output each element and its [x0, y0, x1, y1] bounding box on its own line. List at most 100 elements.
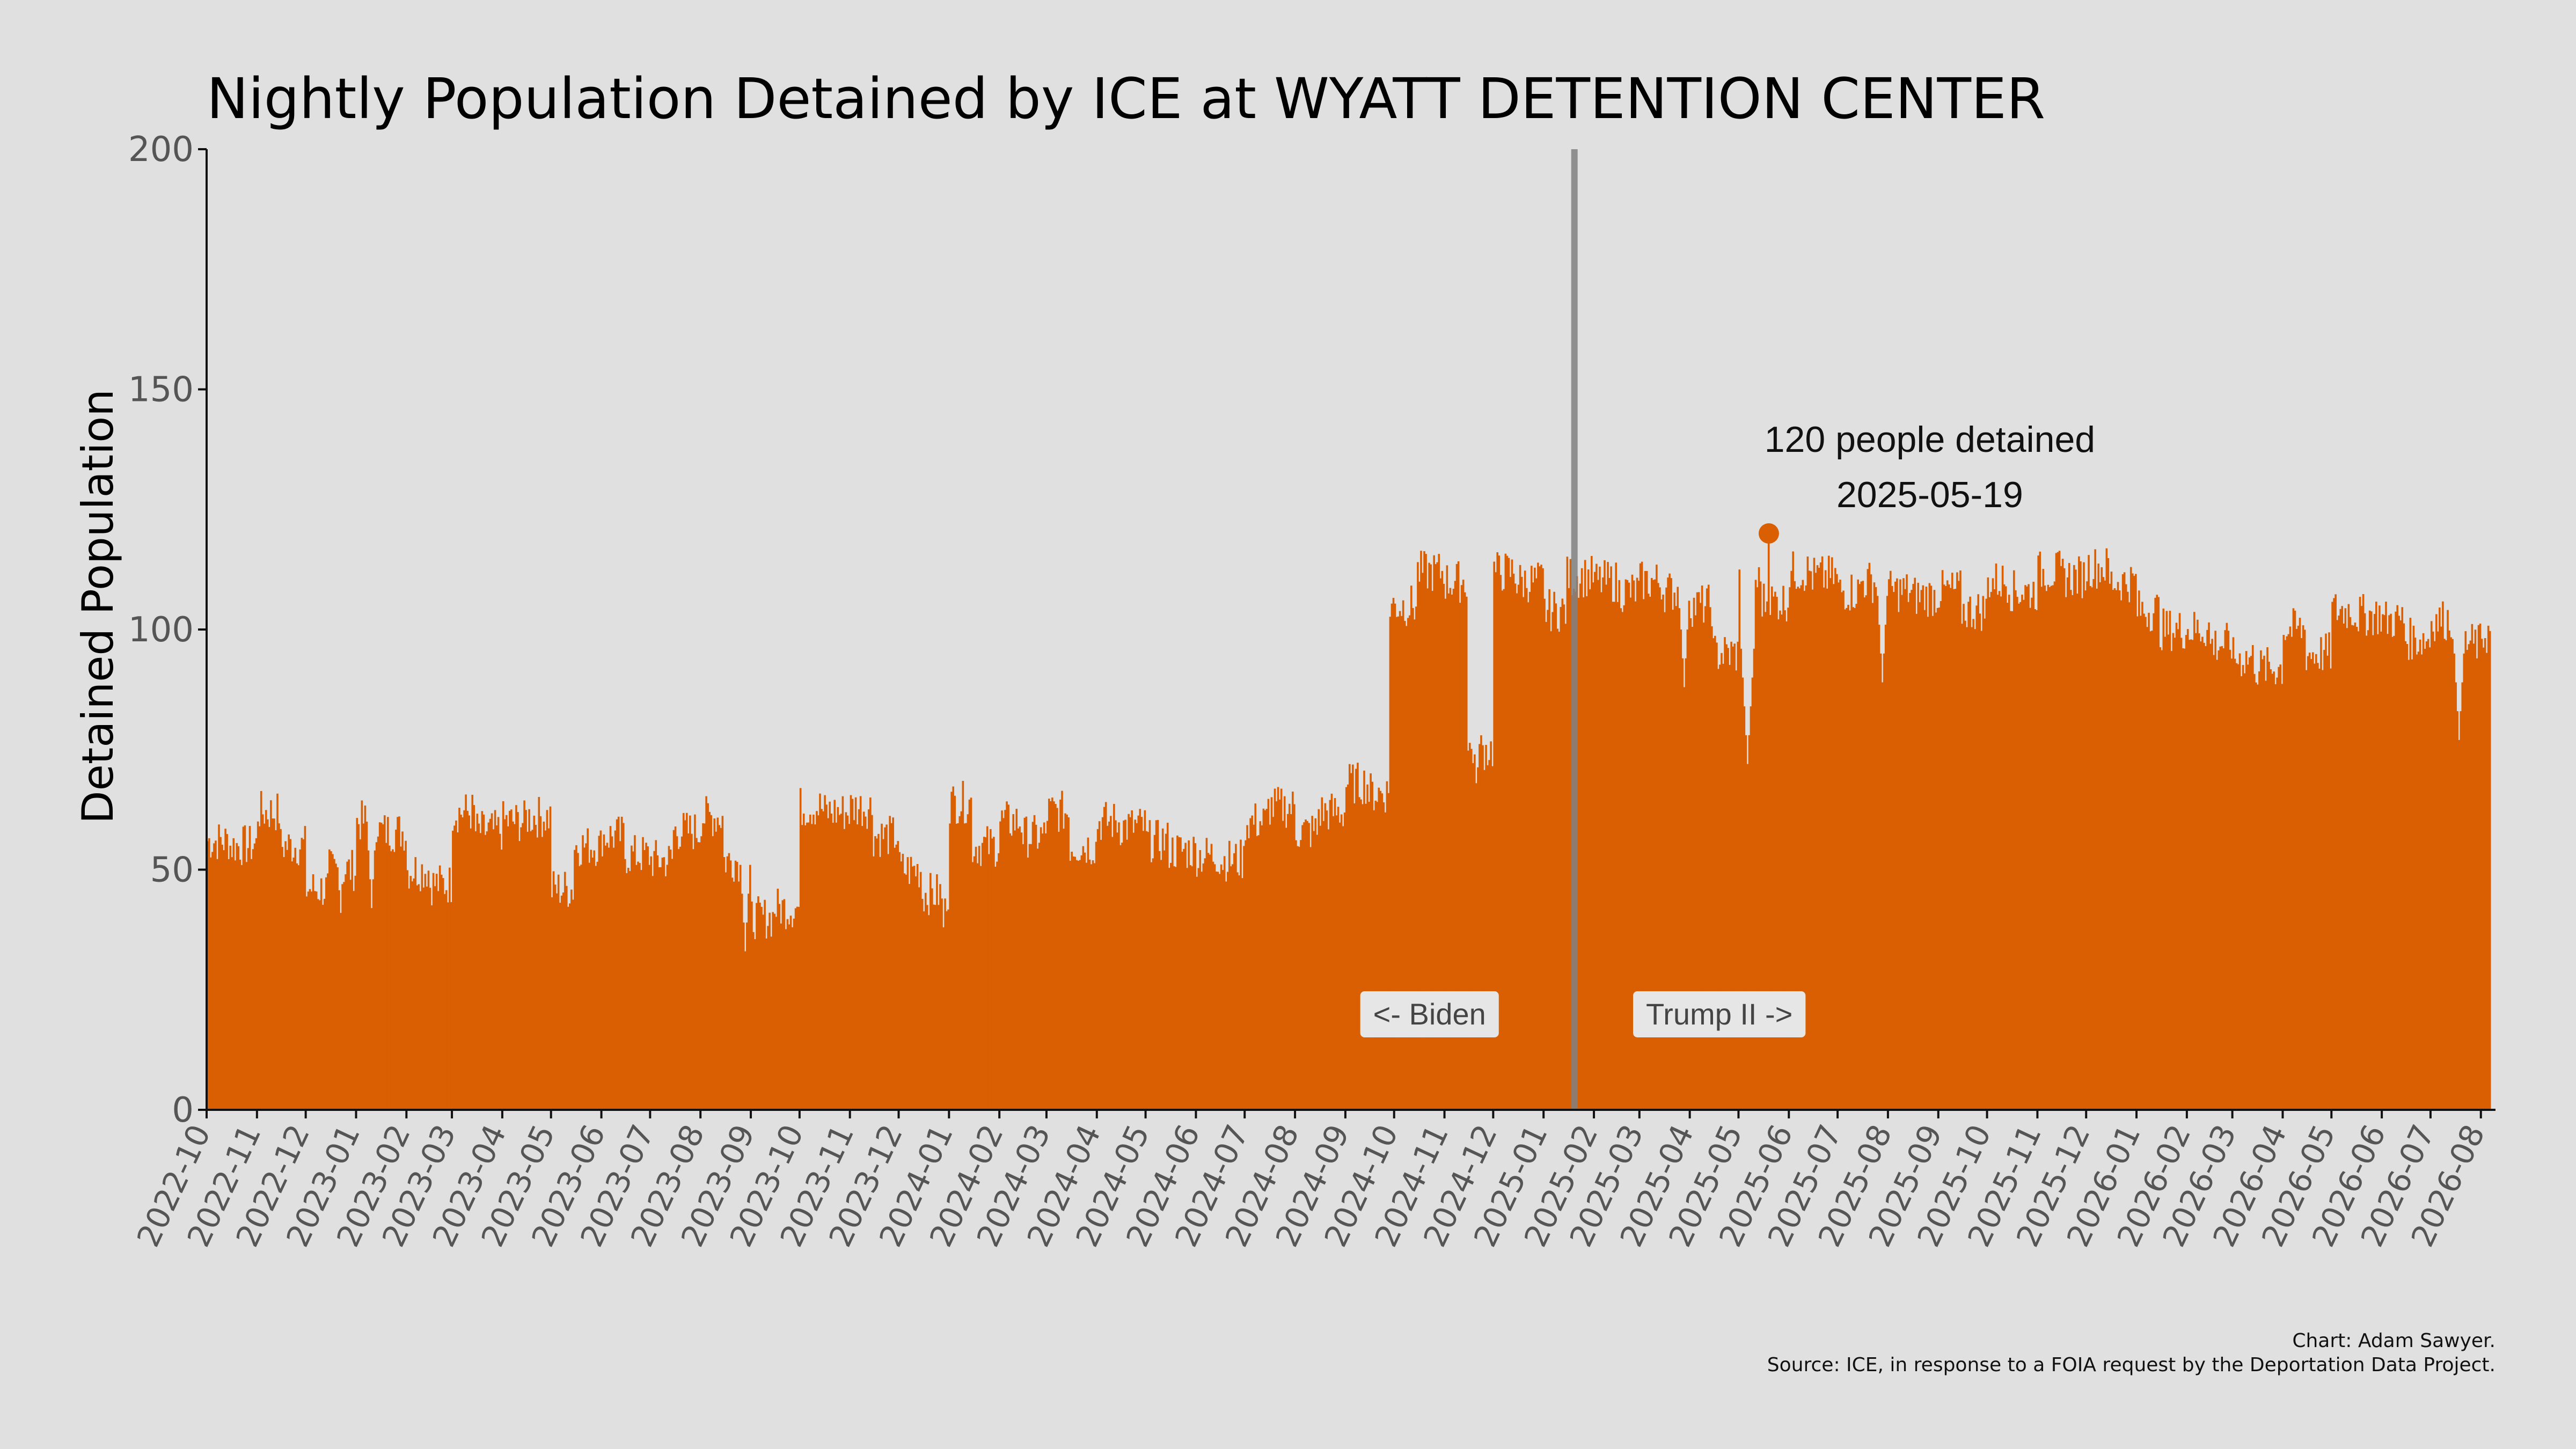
bar [2008, 595, 2010, 1110]
bar [1322, 821, 1325, 1110]
bar [1178, 837, 1180, 1110]
bar [1901, 595, 1903, 1110]
bar [2104, 580, 2106, 1110]
bar [1987, 577, 1989, 1110]
bar [671, 859, 674, 1110]
bar [1474, 754, 1476, 1110]
bar [1563, 604, 1565, 1110]
bar [1480, 735, 1482, 1110]
bar [1974, 629, 1976, 1110]
bar [455, 820, 457, 1110]
bar [824, 795, 826, 1110]
bar [718, 825, 721, 1110]
bar [292, 857, 295, 1110]
bar [1996, 595, 1999, 1110]
bar [569, 903, 571, 1110]
bar [2081, 598, 2083, 1110]
bar [2183, 648, 2186, 1110]
bar [1530, 566, 1533, 1110]
bar [1599, 566, 1601, 1110]
bar [1662, 594, 1664, 1110]
bar [359, 839, 362, 1110]
bar [229, 845, 232, 1110]
bar [2310, 659, 2312, 1110]
bar [1011, 836, 1013, 1110]
bar [2276, 677, 2278, 1110]
bar [708, 811, 711, 1110]
bars-layer [207, 533, 2491, 1110]
bar [2420, 654, 2423, 1110]
bar [2326, 655, 2329, 1110]
bar [1293, 804, 1296, 1110]
bar [968, 799, 971, 1110]
bar [299, 849, 302, 1110]
bar [1524, 570, 1526, 1110]
bar [1460, 585, 1463, 1110]
bar [749, 865, 751, 1110]
bar [2307, 656, 2309, 1110]
bar [1507, 558, 1510, 1110]
bar [632, 851, 634, 1110]
bar [1762, 583, 1765, 1110]
bar [2439, 608, 2441, 1110]
bar [2174, 638, 2176, 1110]
bar [2121, 574, 2124, 1110]
bar [2424, 648, 2426, 1110]
bar [2479, 623, 2482, 1110]
bar [814, 824, 816, 1110]
bar [1238, 875, 1240, 1110]
bar [1412, 608, 1414, 1110]
bar [2136, 616, 2139, 1110]
trump-era-label-text: Trump II -> [1646, 997, 1792, 1031]
bar [1909, 592, 1911, 1110]
bar [1087, 837, 1089, 1110]
bar [2305, 670, 2308, 1110]
bar [1607, 562, 1609, 1110]
bar [1616, 602, 1619, 1110]
bar [1082, 846, 1085, 1110]
bar [1582, 597, 1585, 1110]
bar [2092, 579, 2095, 1110]
bar [2069, 590, 2072, 1110]
bar [944, 898, 946, 1110]
bar [365, 822, 368, 1110]
bar [830, 813, 832, 1110]
bar [754, 939, 756, 1110]
bar [2387, 634, 2389, 1110]
bar [1084, 852, 1086, 1110]
bar [1956, 572, 1958, 1110]
bar [382, 824, 384, 1110]
bar [2303, 630, 2306, 1110]
bar [1491, 766, 1494, 1110]
bar [1332, 816, 1335, 1110]
bar [554, 884, 557, 1110]
bar [536, 837, 539, 1110]
bar [393, 852, 396, 1110]
bar [1116, 832, 1118, 1110]
bar [1738, 569, 1741, 1110]
bar [889, 816, 891, 1110]
bar [2311, 652, 2314, 1110]
bar [1209, 854, 1211, 1110]
bar [440, 874, 443, 1110]
bar [2253, 674, 2256, 1110]
bar [1930, 586, 1933, 1110]
bar [1352, 764, 1354, 1110]
bar [2118, 590, 2121, 1110]
bar [2149, 631, 2151, 1110]
bar [1423, 551, 1425, 1110]
bar [677, 849, 680, 1110]
bar [1499, 575, 1502, 1110]
caption-credit: Chart: Adam Sawyer. [2292, 1330, 2496, 1352]
bar [296, 863, 298, 1110]
bar [1232, 864, 1234, 1110]
bar [989, 829, 992, 1110]
bar [1759, 581, 1762, 1110]
bar [1161, 828, 1164, 1110]
bar [729, 860, 732, 1110]
bar [2281, 684, 2284, 1110]
bar [640, 870, 642, 1110]
bar [255, 838, 258, 1110]
bar [228, 859, 230, 1110]
bar [599, 830, 602, 1110]
